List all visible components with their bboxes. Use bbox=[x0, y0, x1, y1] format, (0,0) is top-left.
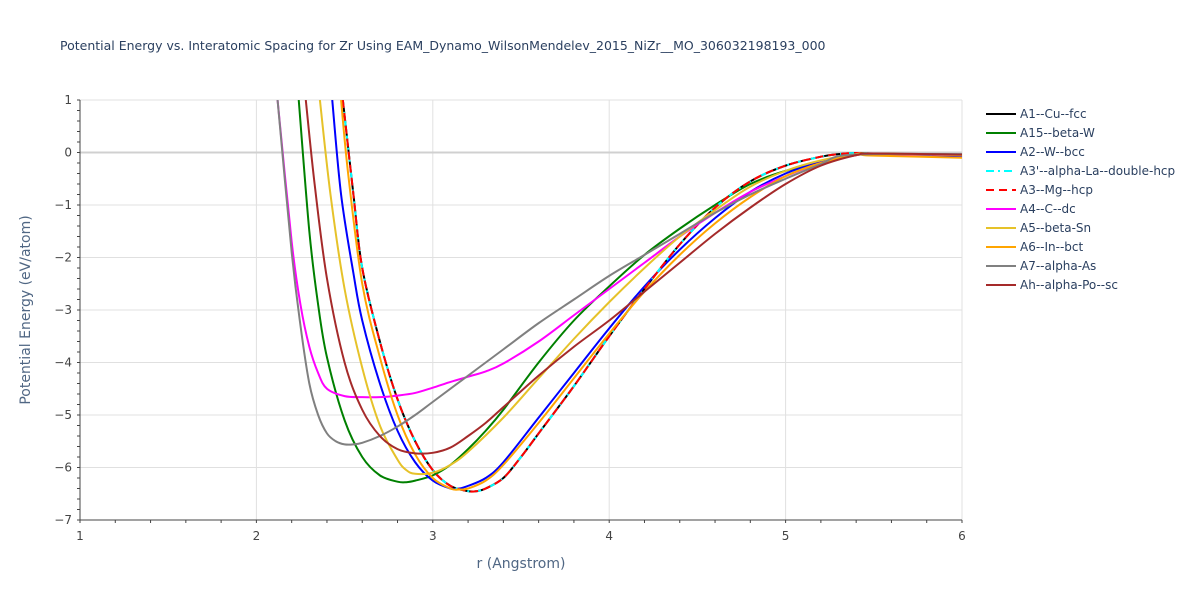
legend-item[interactable]: A1--Cu--fcc bbox=[986, 107, 1087, 121]
legend-item[interactable]: A15--beta-W bbox=[986, 126, 1095, 140]
series-line-0[interactable] bbox=[341, 100, 962, 493]
grid bbox=[80, 99, 963, 520]
legend-label: A4--C--dc bbox=[1020, 202, 1076, 216]
y-tick-label: −4 bbox=[54, 356, 72, 370]
x-tick-label: 5 bbox=[782, 529, 790, 543]
y-tick-label: −1 bbox=[54, 198, 72, 212]
legend-item[interactable]: A5--beta-Sn bbox=[986, 221, 1091, 235]
legend-label: A2--W--bcc bbox=[1020, 145, 1085, 159]
series-line-4[interactable] bbox=[341, 100, 962, 493]
series-line-3[interactable] bbox=[341, 100, 962, 493]
y-tick-label: 0 bbox=[64, 146, 72, 160]
x-tick-label: 2 bbox=[253, 529, 261, 543]
y-tick-label: −2 bbox=[54, 251, 72, 265]
legend-label: A15--beta-W bbox=[1020, 126, 1095, 140]
legend-item[interactable]: A7--alpha-As bbox=[986, 259, 1096, 273]
y-tick-label: −5 bbox=[54, 408, 72, 422]
legend-label: A1--Cu--fcc bbox=[1020, 107, 1087, 121]
legend-item[interactable]: A3--Mg--hcp bbox=[986, 183, 1093, 197]
chart-title: Potential Energy vs. Interatomic Spacing… bbox=[60, 38, 826, 53]
legend-item[interactable]: Ah--alpha-Po--sc bbox=[986, 278, 1118, 292]
legend-label: Ah--alpha-Po--sc bbox=[1020, 278, 1118, 292]
legend-item[interactable]: A3'--alpha-La--double-hcp bbox=[986, 164, 1175, 178]
y-tick-label: 1 bbox=[64, 93, 72, 107]
x-tick-label: 4 bbox=[605, 529, 613, 543]
legend[interactable]: A1--Cu--fcc A15--beta-W A2--W--bcc A3'--alp… bbox=[986, 107, 1175, 292]
y-tick-label: −7 bbox=[54, 513, 72, 527]
legend-label: A3'--alpha-La--double-hcp bbox=[1020, 164, 1175, 178]
series-line-5[interactable] bbox=[276, 100, 962, 399]
x-tick-label: 6 bbox=[958, 529, 966, 543]
series-line-2[interactable] bbox=[331, 100, 962, 491]
y-tick-label: −3 bbox=[54, 303, 72, 317]
y-axis-title: Potential Energy (eV/atom) bbox=[18, 215, 34, 404]
legend-item[interactable]: A4--C--dc bbox=[986, 202, 1076, 216]
legend-item[interactable]: A6--In--bct bbox=[986, 240, 1084, 254]
x-tick-label: 3 bbox=[429, 529, 437, 543]
plot-area[interactable] bbox=[276, 100, 962, 493]
legend-item[interactable]: A2--W--bcc bbox=[986, 145, 1085, 159]
series-line-7[interactable] bbox=[340, 100, 962, 491]
series-line-6[interactable] bbox=[318, 100, 962, 476]
series-line-9[interactable] bbox=[304, 100, 962, 455]
y-tick-label: −6 bbox=[54, 461, 72, 475]
axes: 1 2 3 4 5 6 1 0 −1 −2 −3 −4 −5 −6 −7 bbox=[54, 93, 966, 543]
legend-label: A7--alpha-As bbox=[1020, 259, 1096, 273]
legend-label: A6--In--bct bbox=[1020, 240, 1084, 254]
x-tick-label: 1 bbox=[76, 529, 84, 543]
x-axis-title: r (Angstrom) bbox=[477, 556, 566, 572]
legend-label: A5--beta-Sn bbox=[1020, 221, 1091, 235]
legend-label: A3--Mg--hcp bbox=[1020, 183, 1093, 197]
series-line-8[interactable] bbox=[276, 100, 962, 446]
